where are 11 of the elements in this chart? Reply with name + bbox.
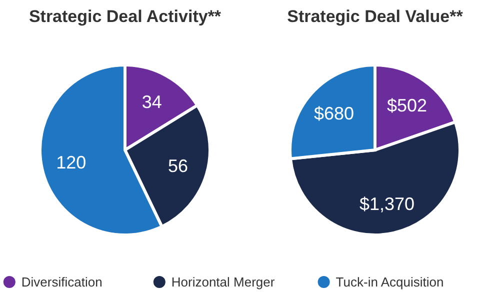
data-label: 120	[56, 152, 86, 173]
data-label: 34	[142, 92, 162, 112]
data-label: 56	[168, 156, 188, 176]
legend-label: Horizontal Merger	[171, 274, 276, 290]
data-label: $680	[314, 103, 354, 124]
legend-label: Diversification	[21, 274, 102, 290]
data-label: $1,370	[359, 194, 415, 214]
chart-title: Strategic Deal Activity**	[28, 7, 222, 26]
data-label: $502	[386, 95, 428, 116]
legend-label: Tuck-in Acquisition	[336, 274, 444, 290]
chart-title: Strategic Deal Value**	[287, 7, 464, 26]
